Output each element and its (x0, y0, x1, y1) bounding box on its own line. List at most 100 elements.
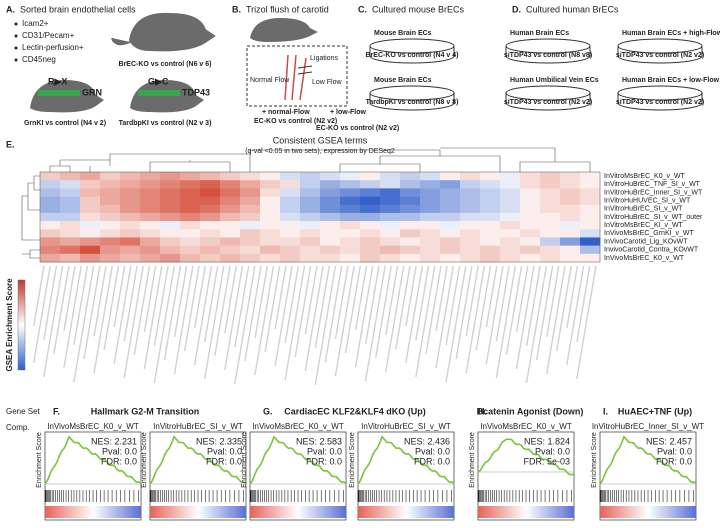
column-label-placeholder (254, 265, 275, 376)
heatmap-cell (500, 221, 521, 230)
label: G. (263, 406, 273, 416)
label: NES: 1.824 (524, 436, 570, 446)
label: siTDP43 vs control (N2 v2) (616, 52, 704, 59)
heatmap-cell (400, 237, 421, 246)
heatmap-cell (180, 245, 201, 255)
heatmap-cell (80, 237, 101, 246)
heatmap-cell (580, 180, 601, 189)
heatmap-cell (80, 204, 101, 214)
heatmap-cell (440, 237, 461, 246)
label: R▶X (48, 76, 67, 86)
column-label-placeholder (495, 265, 510, 342)
heatmap-cell (380, 204, 401, 214)
heatmap-cell (240, 188, 261, 197)
heatmap-cell (560, 212, 581, 222)
heatmap-cell (460, 212, 481, 222)
label: + low-Flow (330, 109, 367, 116)
column-label-placeholder (113, 265, 132, 365)
heatmap-cell (240, 196, 261, 206)
label: Gene Set (6, 407, 41, 416)
label: Pval: 0.0 (657, 446, 692, 456)
rank-bar (600, 506, 696, 518)
heatmap-cell (580, 172, 601, 181)
column-label-placeholder (254, 265, 268, 339)
dish-side (369, 93, 455, 103)
rank-bar (478, 506, 574, 518)
heatmap-cell (400, 245, 421, 255)
column-label-placeholder (465, 265, 486, 374)
heatmap-cell (140, 204, 161, 214)
heatmap-cell (460, 237, 481, 246)
heatmap-cell (440, 245, 461, 255)
heatmap-cell (520, 229, 541, 238)
heatmap-cell (440, 229, 461, 238)
heatmap-cell (520, 180, 541, 189)
heatmap-cell (60, 180, 81, 189)
label: Hallmark G2-M Transition (91, 406, 200, 416)
heatmap-cell (300, 245, 321, 255)
heatmap-cell (480, 204, 501, 214)
plot-frame (44, 431, 142, 521)
label: I. (603, 406, 608, 416)
heatmap-cell (300, 196, 321, 206)
label: Mouse Brain ECs (374, 77, 432, 84)
heatmap-cell (380, 253, 401, 263)
dish-side (617, 93, 703, 103)
heatmap-cell (140, 196, 161, 206)
heatmap-cell (80, 221, 101, 230)
heatmap-cell (360, 180, 381, 189)
dish-top (505, 85, 591, 101)
heatmap-cell (280, 172, 301, 181)
heatmap-cell (520, 172, 541, 181)
heatmap-cell (200, 212, 221, 222)
label: Mouse Brain ECs (374, 30, 432, 37)
enrichment-curve (599, 435, 697, 485)
heatmap-cell (60, 253, 81, 263)
heatmap-cell (300, 180, 321, 189)
heatmap-cell (460, 188, 481, 197)
column-label-placeholder (193, 265, 213, 366)
heatmap-cell (280, 204, 301, 214)
dishes (369, 38, 703, 111)
heatmap-cell (380, 221, 401, 230)
label: EC-KO vs control (N2 v2) (254, 118, 337, 125)
column-label-placeholder (435, 265, 448, 332)
heatmap-cell (120, 229, 141, 238)
column-label-placeholder (33, 265, 51, 364)
column-label-placeholder (173, 265, 194, 375)
heatmap-cell (280, 229, 301, 238)
label: NES: 2.583 (296, 436, 342, 446)
heatmap-cell (300, 212, 321, 222)
heatmap-cell (300, 172, 321, 181)
heatmap-cell (300, 229, 321, 238)
heatmap-cell (220, 188, 241, 197)
heatmap-cell (280, 212, 301, 222)
heatmap-cell (200, 196, 221, 206)
heatmap-cell (380, 172, 401, 181)
heatmap-cell (460, 253, 481, 263)
heatmap-cell (120, 180, 141, 189)
heatmap-cell (480, 196, 501, 206)
heatmap-cell (300, 204, 321, 214)
heatmap-cell (120, 212, 141, 222)
heatmap-cell (320, 196, 341, 206)
column-label-placeholder (183, 265, 200, 352)
label: Pval: 0.0 (102, 446, 137, 456)
heatmap-cell (280, 253, 301, 263)
label: InVitroHuHUVEC_SI_v_WT (604, 197, 691, 204)
label: + normal-Flow (262, 109, 310, 116)
heatmap-cell (320, 245, 341, 255)
heatmap-cell (40, 172, 61, 181)
heatmap-cell (460, 196, 481, 206)
heatmap-cell (160, 221, 181, 230)
label: InVitroHuBrEC_SI_v_WT (604, 206, 683, 213)
heatmap-cell (40, 212, 61, 222)
heatmap-cell (160, 237, 181, 246)
column-label-placeholder (475, 265, 492, 351)
column-label-placeholder (445, 265, 461, 346)
heatmap-cell (360, 204, 381, 214)
heatmap-cell (180, 229, 201, 238)
plot-frame (357, 431, 455, 521)
column-label-placeholder (354, 265, 368, 331)
column-label-placeholder (73, 265, 95, 383)
